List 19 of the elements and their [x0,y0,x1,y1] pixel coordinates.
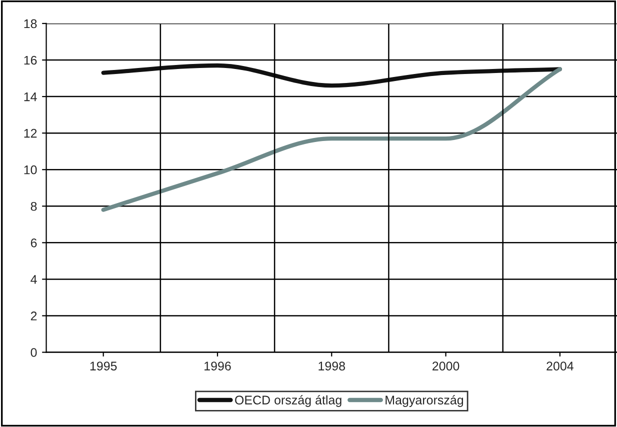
y-tick-label: 8 [30,202,37,211]
line-series [101,63,562,88]
x-tick-label: 2004 [546,362,574,370]
y-tick-label: 2 [30,312,37,320]
y-tick-label: 16 [24,56,37,65]
y-tick-label: 12 [24,128,37,138]
y-tick-label: 10 [24,165,37,174]
y-tick-label: 18 [24,19,37,28]
x-tick-label: 1995 [90,362,117,370]
y-tick-label: 14 [24,92,37,102]
y-tick-label: 6 [30,238,37,248]
line-series [101,67,562,212]
y-tick-label: 4 [30,275,37,284]
legend-label: OECD ország átlag [235,395,342,407]
x-tick-label: 1996 [204,362,231,370]
legend-label: Magyarország [386,395,464,407]
x-tick-label: 2000 [432,362,460,370]
y-tick-label: 0 [30,348,37,357]
x-tick-label: 1998 [318,362,345,370]
